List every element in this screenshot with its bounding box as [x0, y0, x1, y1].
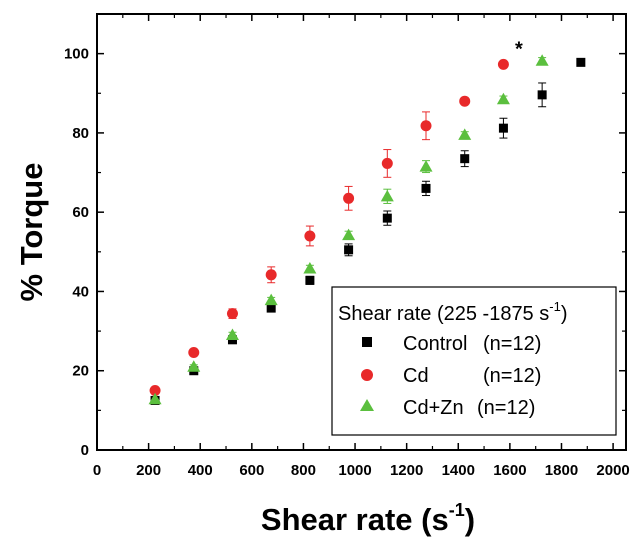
y-tick-label: 0 — [81, 442, 89, 459]
x-tick-label: 400 — [188, 462, 213, 479]
x-axis-title-main: Shear rate (s — [261, 502, 449, 537]
y-tick-label: 80 — [72, 125, 89, 142]
legend-title-close: ) — [561, 303, 568, 325]
point-control — [344, 245, 354, 255]
point-control — [537, 90, 547, 100]
point-control — [421, 183, 431, 193]
point-cd-zn — [303, 261, 317, 274]
x-tick-label: 1800 — [545, 462, 578, 479]
point-control — [460, 154, 470, 164]
x-tick-label: 800 — [291, 462, 316, 479]
point-control — [382, 213, 392, 223]
x-tick-label: 200 — [136, 462, 161, 479]
x-axis-title-close: ) — [465, 502, 475, 537]
plot-area — [96, 13, 627, 451]
annotations: * — [515, 39, 523, 61]
y-tick-label: 20 — [72, 363, 89, 380]
point-cd — [188, 346, 200, 358]
point-cd — [459, 95, 471, 107]
legend-count-control: (n=12) — [483, 333, 541, 355]
point-cd-zn — [458, 128, 472, 140]
point-control — [498, 123, 508, 133]
legend-box — [331, 286, 617, 436]
legend-label-cd: Cd — [403, 365, 429, 387]
y-tick-label: 40 — [72, 283, 89, 300]
legend-title-sup: -1 — [549, 299, 561, 314]
legend-count-cd: (n=12) — [483, 365, 541, 387]
point-control — [266, 303, 276, 313]
legend-title-main: Shear rate (225 -1875 s — [338, 303, 549, 325]
legend-count-cdzn: (n=12) — [477, 397, 535, 419]
point-cd-zn — [187, 360, 201, 372]
x-tick-label: 2000 — [596, 462, 629, 479]
point-cd-zn — [380, 189, 394, 202]
point-cd-zn — [535, 54, 549, 66]
axis-tick-labels: 0 200 400 600 800 1000 1200 1400 1600 1800 2000 0 20… — [64, 46, 630, 479]
axis-ticks — [96, 13, 626, 451]
point-control — [305, 275, 315, 285]
point-cd — [149, 385, 161, 397]
legend-marker-control — [362, 337, 372, 347]
data-points — [148, 54, 586, 405]
y-tick-label: 100 — [64, 46, 89, 63]
x-tick-label: 1200 — [390, 462, 423, 479]
point-cd — [497, 58, 509, 70]
point-cd — [381, 157, 393, 169]
y-axis-title: % Torque — [14, 163, 49, 302]
x-axis-title: Shear rate (s-1) — [261, 500, 475, 537]
point-cd — [265, 269, 277, 281]
legend-marker-cd — [361, 369, 373, 381]
x-tick-label: 0 — [93, 462, 101, 479]
y-tick-label: 60 — [72, 204, 89, 221]
point-cd — [420, 120, 432, 132]
x-tick-label: 1600 — [493, 462, 526, 479]
x-tick-label: 1000 — [338, 462, 371, 479]
point-control — [576, 57, 586, 67]
legend-title: Shear rate (225 -1875 s-1) — [338, 299, 567, 325]
legend: Shear rate (225 -1875 s-1) Control (n=12… — [331, 286, 617, 436]
point-cd — [304, 230, 316, 242]
x-tick-label: 600 — [239, 462, 264, 479]
point-cd-zn — [419, 160, 433, 172]
legend-label-cdzn: Cd+Zn — [403, 397, 464, 419]
point-cd-zn — [148, 392, 162, 405]
point-cd-zn — [264, 293, 278, 306]
legend-label-control: Control — [403, 333, 467, 355]
plot-frame — [96, 13, 627, 451]
point-cd-zn — [496, 92, 510, 105]
legend-marker-cdzn — [360, 399, 374, 411]
point-cd-zn — [225, 328, 239, 341]
significance-asterisk: * — [515, 39, 523, 61]
point-cd-zn — [342, 228, 356, 241]
point-cd — [226, 308, 238, 320]
x-tick-label: 1400 — [442, 462, 475, 479]
point-cd — [343, 192, 355, 204]
x-axis-title-sup: -1 — [449, 500, 465, 520]
